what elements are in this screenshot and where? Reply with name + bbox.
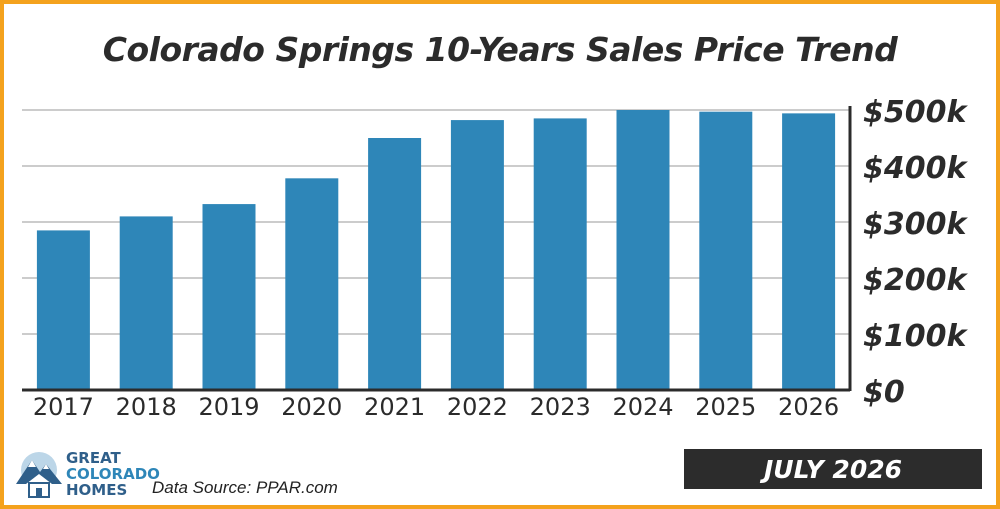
bar [285, 178, 339, 390]
bar [533, 118, 587, 391]
y-tick-label: $100k [863, 319, 968, 354]
logo-text: GREAT COLORADO HOMES [66, 450, 160, 498]
bar [616, 110, 670, 390]
y-tick-label: $300k [863, 207, 968, 242]
date-banner: JULY 2026 [684, 449, 982, 489]
x-tick-label: 2021 [364, 393, 425, 421]
chart-title: Colorado Springs 10-Years Sales Price Tr… [102, 30, 898, 69]
great-colorado-homes-logo: GREAT COLORADO HOMES [14, 450, 160, 502]
bar [36, 230, 90, 390]
bar [202, 204, 256, 390]
bar [450, 120, 504, 390]
x-tick-label: 2025 [695, 393, 756, 421]
y-tick-label: $400k [863, 151, 968, 186]
logo-line-homes: HOMES [66, 481, 128, 499]
bar [119, 216, 173, 390]
x-tick-label: 2022 [447, 393, 508, 421]
x-tick-label: 2026 [778, 393, 839, 421]
x-tick-label: 2017 [33, 393, 94, 421]
x-tick-label: 2023 [530, 393, 591, 421]
logo-line-great: GREAT [66, 449, 121, 467]
mountain-house-icon [16, 452, 62, 498]
x-tick-label: 2018 [116, 393, 177, 421]
logo-line-colorado: COLORADO [66, 465, 160, 483]
x-tick-label: 2024 [612, 393, 673, 421]
y-tick-label: $500k [863, 95, 968, 130]
x-tick-label: 2020 [281, 393, 342, 421]
bar [782, 113, 836, 391]
y-tick-label: $200k [863, 263, 968, 298]
data-source-note: Data Source: PPAR.com [152, 478, 338, 497]
y-tick-label: $0 [863, 375, 905, 410]
x-tick-label: 2019 [198, 393, 259, 421]
bar [368, 138, 422, 390]
bar [699, 111, 753, 391]
